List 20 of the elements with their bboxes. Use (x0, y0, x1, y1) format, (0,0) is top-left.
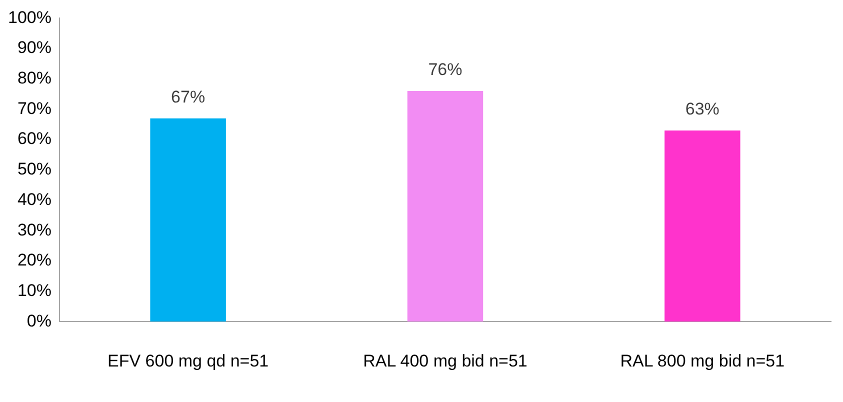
y-tick-label: 100% (8, 8, 52, 27)
x-tick-label: RAL 400 mg bid n=51 (363, 351, 528, 370)
y-tick-label: 90% (17, 38, 52, 58)
y-tick-label: 20% (17, 250, 52, 270)
bar (664, 130, 740, 322)
y-tick-label: 0% (26, 311, 52, 330)
y-tick-label: 80% (17, 68, 52, 88)
data-label: 76% (428, 60, 462, 80)
y-tick-label: 50% (17, 160, 52, 179)
y-tick-label: 60% (17, 129, 52, 148)
data-label: 63% (685, 100, 720, 119)
x-tick-label: RAL 800 mg bid n=51 (620, 351, 785, 370)
data-label: 67% (171, 88, 206, 107)
bar (407, 91, 484, 322)
x-tick-label: EFV 600 mg qd n=51 (107, 351, 269, 370)
y-tick-label: 70% (17, 98, 52, 118)
y-tick-label: 10% (17, 280, 52, 300)
y-tick-label: 40% (17, 190, 52, 209)
bar (150, 118, 226, 322)
y-tick-label: 30% (17, 220, 52, 240)
